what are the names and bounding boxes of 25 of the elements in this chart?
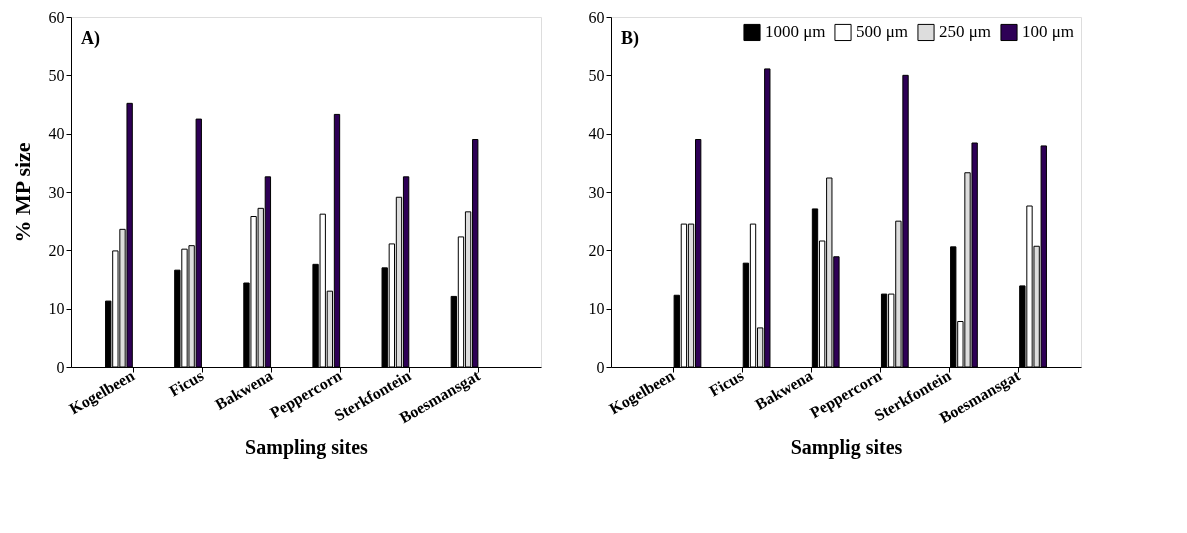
legend-label: 100 μm bbox=[1022, 22, 1075, 42]
y-tick-label: 40 bbox=[48, 125, 65, 143]
x-axis-title: Sampling sites bbox=[245, 436, 369, 460]
y-tick-label: 30 bbox=[588, 183, 605, 201]
y-tick-label: 20 bbox=[48, 241, 65, 259]
y-tick-label: 0 bbox=[596, 358, 605, 376]
y-tick-label: 50 bbox=[48, 66, 65, 84]
y-tick-label: 60 bbox=[48, 8, 65, 26]
legend-label: 250 μm bbox=[939, 22, 992, 42]
annotation: B) bbox=[621, 28, 640, 49]
y-tick-label: 60 bbox=[588, 8, 605, 26]
y-tick-label: 0 bbox=[56, 358, 65, 376]
legend-label: 1000 μm bbox=[765, 22, 826, 42]
y-tick-label: 40 bbox=[588, 125, 605, 143]
y-axis-title: % MP size bbox=[9, 142, 35, 243]
y-tick-label: 10 bbox=[588, 300, 605, 318]
y-tick-label: 20 bbox=[588, 241, 605, 259]
x-tick-label: Ficus bbox=[706, 366, 747, 400]
y-tick-label: 10 bbox=[48, 300, 65, 318]
y-tick-label: 50 bbox=[588, 66, 605, 84]
x-tick-label: Ficus bbox=[166, 366, 207, 400]
x-axis-title: Samplig sites bbox=[790, 436, 903, 460]
annotation: A) bbox=[81, 28, 100, 49]
y-tick-label: 30 bbox=[48, 183, 65, 201]
legend-label: 500 μm bbox=[856, 22, 909, 42]
